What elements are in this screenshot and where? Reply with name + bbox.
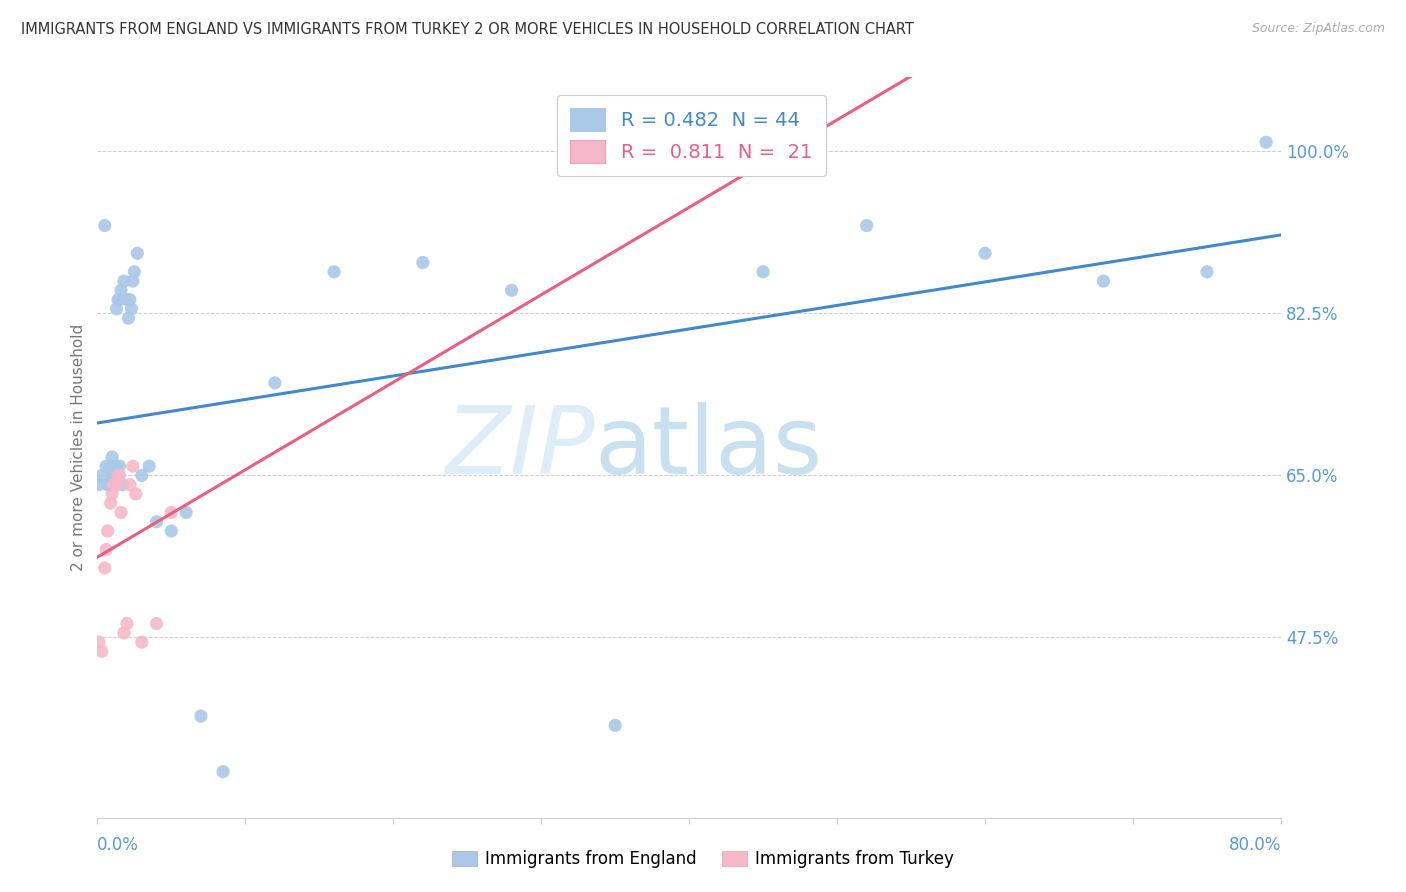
- Point: [501, 283, 523, 297]
- Point: [96, 542, 118, 557]
- Point: [264, 376, 287, 390]
- Point: [115, 293, 138, 307]
- Text: 80.0%: 80.0%: [1229, 836, 1281, 854]
- Point: [97, 477, 120, 491]
- Point: [118, 477, 141, 491]
- Point: [796, 126, 818, 140]
- Point: [104, 477, 127, 491]
- Point: [752, 265, 775, 279]
- Point: [115, 616, 138, 631]
- Point: [107, 293, 129, 307]
- Point: [87, 477, 110, 491]
- Point: [108, 459, 131, 474]
- Point: [112, 625, 135, 640]
- Point: [605, 718, 627, 732]
- Point: [121, 274, 143, 288]
- Point: [100, 459, 122, 474]
- Point: [94, 561, 117, 575]
- Point: [94, 219, 117, 233]
- Text: ZIP: ZIP: [444, 402, 595, 493]
- Point: [101, 450, 124, 464]
- Point: [101, 468, 124, 483]
- Point: [124, 265, 146, 279]
- Point: [1092, 274, 1115, 288]
- Point: [1195, 265, 1218, 279]
- Point: [87, 635, 110, 649]
- Point: [90, 468, 112, 483]
- Point: [103, 468, 125, 483]
- Point: [98, 477, 121, 491]
- Point: [131, 635, 153, 649]
- Point: [107, 468, 129, 483]
- Point: [212, 764, 235, 779]
- Text: 0.0%: 0.0%: [97, 836, 139, 854]
- Point: [104, 459, 127, 474]
- Point: [111, 477, 134, 491]
- Point: [855, 219, 877, 233]
- Text: atlas: atlas: [595, 401, 823, 493]
- Point: [120, 301, 142, 316]
- Text: Source: ZipAtlas.com: Source: ZipAtlas.com: [1251, 22, 1385, 36]
- Point: [103, 477, 125, 491]
- Point: [174, 506, 197, 520]
- Point: [110, 506, 132, 520]
- Y-axis label: 2 or more Vehicles in Household: 2 or more Vehicles in Household: [72, 324, 86, 571]
- Point: [121, 459, 143, 474]
- Point: [97, 524, 120, 538]
- Point: [100, 496, 122, 510]
- Point: [131, 468, 153, 483]
- Point: [160, 506, 183, 520]
- Point: [105, 477, 128, 491]
- Point: [190, 709, 212, 723]
- Point: [412, 255, 434, 269]
- Point: [323, 265, 346, 279]
- Point: [974, 246, 997, 260]
- Point: [108, 468, 131, 483]
- Legend: Immigrants from England, Immigrants from Turkey: Immigrants from England, Immigrants from…: [446, 844, 960, 875]
- Point: [125, 487, 148, 501]
- Point: [145, 515, 167, 529]
- Text: IMMIGRANTS FROM ENGLAND VS IMMIGRANTS FROM TURKEY 2 OR MORE VEHICLES IN HOUSEHOL: IMMIGRANTS FROM ENGLAND VS IMMIGRANTS FR…: [21, 22, 914, 37]
- Point: [96, 459, 118, 474]
- Point: [117, 311, 139, 326]
- Point: [112, 274, 135, 288]
- Point: [118, 293, 141, 307]
- Point: [108, 293, 131, 307]
- Point: [1256, 135, 1278, 149]
- Point: [160, 524, 183, 538]
- Point: [110, 283, 132, 297]
- Point: [101, 487, 124, 501]
- Legend: R = 0.482  N = 44, R =  0.811  N =  21: R = 0.482 N = 44, R = 0.811 N = 21: [557, 95, 825, 177]
- Point: [90, 644, 112, 658]
- Point: [145, 616, 167, 631]
- Point: [138, 459, 160, 474]
- Point: [105, 301, 128, 316]
- Point: [127, 246, 149, 260]
